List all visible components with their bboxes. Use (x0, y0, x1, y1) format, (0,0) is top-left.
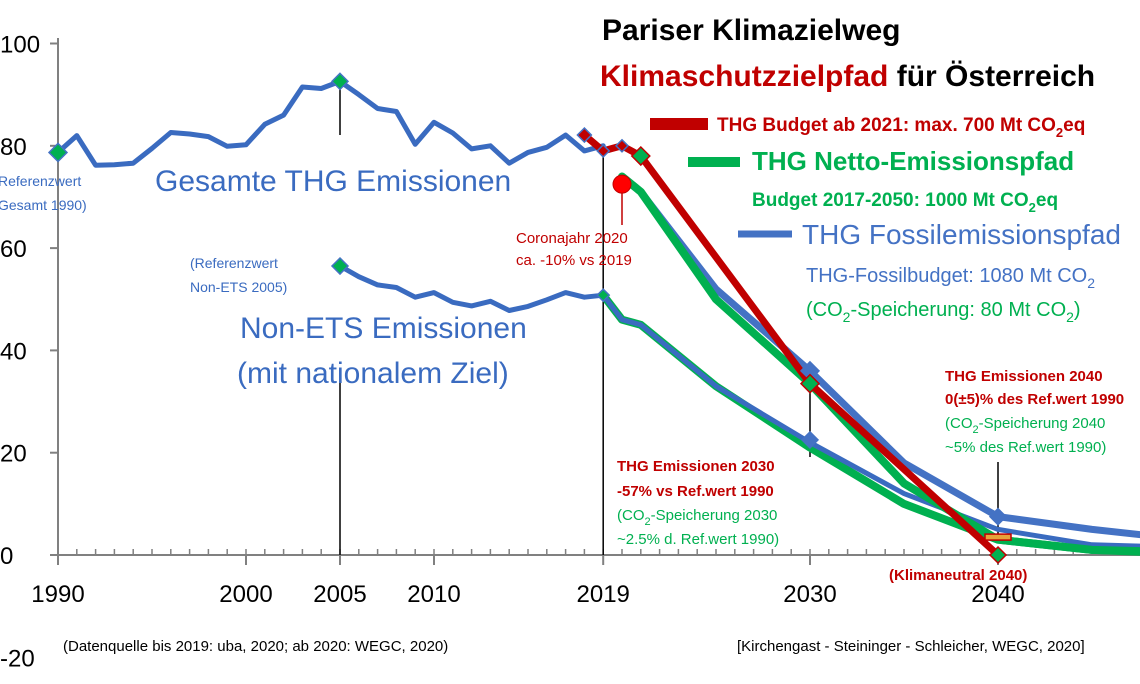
subtitle-red: Klimaschutzzielpfad (600, 60, 888, 93)
marker-corona (612, 174, 632, 194)
label-2040-3sub: 2 (973, 424, 979, 436)
legend-blue-budget: THG-Fossilbudget: 1080 Mt CO2 (806, 265, 1095, 291)
marker-1990 (47, 142, 69, 163)
label-2030-3: (CO2-Speicherung 2030 (617, 507, 777, 528)
marker-2019a (596, 143, 611, 158)
y-tick-label: 80 (0, 134, 27, 161)
legend-speicher-3: ) (1074, 299, 1081, 321)
marker-2021 (630, 145, 651, 167)
y-tick-label: 60 (0, 236, 27, 263)
legend-red-sub: 2 (1056, 125, 1063, 140)
y-tick-label: 0 (0, 543, 13, 570)
legend-red-text: THG Budget ab 2021: max. 700 Mt CO (717, 115, 1056, 136)
series-nonets-line (337, 263, 1140, 549)
chart-title: Pariser Klimazielweg (602, 14, 900, 47)
y-tick-label: 100 (0, 32, 40, 59)
legend-blue-label: THG Fossilemissionspfad (802, 219, 1121, 250)
legend-speicher-2: -Speicherung: 80 Mt CO (850, 299, 1066, 321)
label-2030-2: -57% vs Ref.wert 1990 (617, 483, 774, 500)
label-2040-2: 0(±5)% des Ref.wert 1990 (945, 391, 1124, 408)
x-tick-label: 2010 (407, 581, 460, 608)
marker-2030-nonets (800, 430, 820, 449)
x-tick-label: 2030 (783, 581, 836, 608)
legend-green-budget-text: Budget 2017-2050: 1000 Mt CO (752, 190, 1029, 211)
label-2040-3a: (CO (945, 415, 973, 432)
label-2030-1: THG Emissionen 2030 (617, 458, 775, 475)
label-corona-1: Coronajahr 2020 (516, 230, 628, 247)
x-tick-label: 2040 (971, 581, 1024, 608)
subtitle-rest: für Österreich (888, 60, 1095, 93)
legend-red-label: THG Budget ab 2021: max. 700 Mt CO2eq (717, 115, 1085, 140)
marker-2005-gesamt (330, 72, 350, 91)
label-ref1990-1: Referenzwert (0, 173, 81, 189)
label-2040-1: THG Emissionen 2040 (945, 368, 1103, 385)
label-ref2005-1: (Referenzwert (190, 255, 278, 271)
legend-green-budget: Budget 2017-2050: 1000 Mt CO2eq (752, 190, 1058, 215)
marker-2040-range (984, 533, 1012, 541)
label-2030-3sub: 2 (645, 516, 651, 528)
legend-speicher-sub2: 2 (1066, 309, 1074, 325)
legend-speicher-1: (CO (806, 299, 843, 321)
series-netto-line (618, 172, 1140, 556)
label-ref1990-2: Gesamt 1990) (0, 197, 87, 213)
label-gesamt: Gesamte THG Emissionen (155, 165, 511, 198)
markers-layer (47, 72, 1012, 565)
legend-speicher: (CO2-Speicherung: 80 Mt CO2) (806, 299, 1081, 325)
y-tick-label: 20 (0, 441, 27, 468)
label-2030-3b: -Speicherung 2030 (651, 507, 778, 524)
label-2040-3b: -Speicherung 2040 (979, 415, 1106, 432)
legend-blue-budget-text: THG-Fossilbudget: 1080 Mt CO (806, 265, 1087, 287)
source-left: (Datenquelle bis 2019: uba, 2020; ab 202… (63, 638, 448, 655)
label-nonets-1: Non-ETS Emissionen (240, 312, 527, 345)
axes: 100 80 60 40 20 0 -20 1990 2000 2005 2010 2019 2030 2… (0, 32, 1140, 672)
y-tick-label: 40 (0, 338, 27, 365)
marker-2040-zero (988, 545, 1008, 565)
marker-2019b (614, 138, 630, 153)
label-2040-3: (CO2-Speicherung 2040 (945, 415, 1105, 436)
label-klimaneutral: (Klimaneutral 2040) (889, 567, 1027, 584)
marker-2019-nonets (596, 288, 611, 303)
y-tick-label: -20 (0, 645, 35, 672)
label-2040-4: ~5% des Ref.wert 1990) (945, 439, 1106, 456)
legend-speicher-sub: 2 (843, 309, 851, 325)
marker-2018 (576, 126, 593, 144)
label-ref2005-2: Non-ETS 2005) (190, 279, 287, 295)
marker-2005-nonets (330, 256, 350, 276)
x-tick-label: 2005 (313, 581, 366, 608)
label-nonets-2: (mit nationalem Ziel) (237, 357, 509, 390)
series-gesamt-line (55, 78, 606, 168)
label-2030-4: ~2.5% d. Ref.wert 1990) (617, 531, 779, 548)
source-right: [Kirchengast - Steininger - Schleicher, … (737, 638, 1085, 655)
legend-blue-budget-sub: 2 (1087, 275, 1095, 291)
marker-2030-netto (799, 373, 821, 394)
chart-subtitle: Klimaschutzzielpfad für Österreich (600, 60, 1095, 93)
x-tick-label: 1990 (31, 581, 84, 608)
label-corona-2: ca. -10% vs 2019 (516, 252, 632, 269)
label-2030-3a: (CO (617, 507, 645, 524)
marker-2040-fossil (988, 507, 1008, 526)
legend-red-tail: eq (1063, 115, 1085, 136)
legend-green-label: THG Netto-Emissionspfad (752, 146, 1074, 176)
legend-green-budget-tail: eq (1036, 190, 1058, 211)
x-tick-label: 2019 (577, 581, 630, 608)
x-tick-label: 2000 (219, 581, 272, 608)
legend-green-budget-sub: 2 (1029, 200, 1036, 215)
